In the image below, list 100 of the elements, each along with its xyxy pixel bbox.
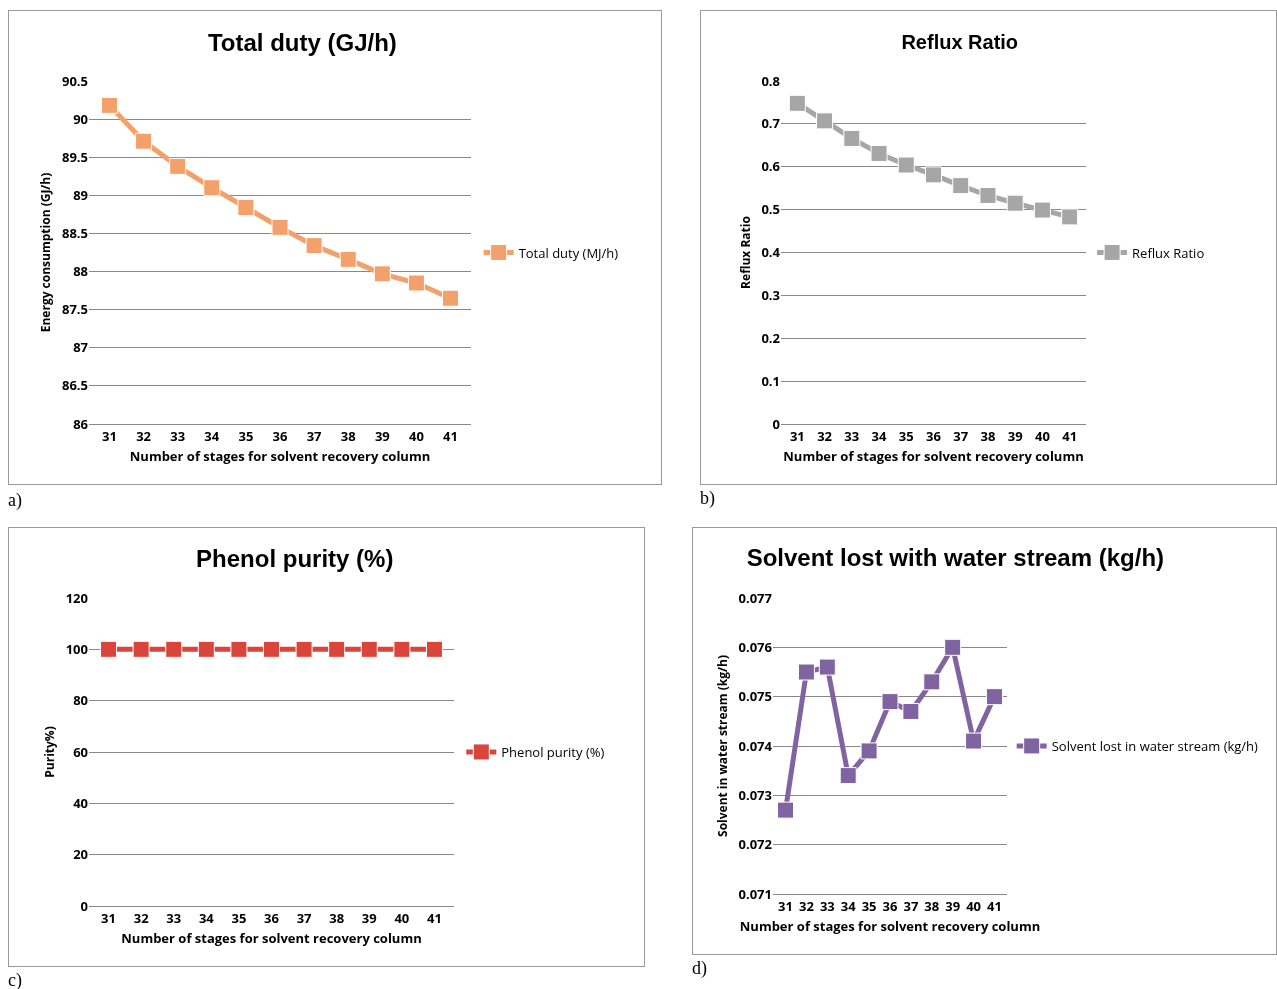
x-tick-label: 33 (170, 426, 186, 445)
point (373, 265, 391, 283)
x-tick-label: 33 (844, 426, 860, 445)
point (442, 289, 460, 307)
x-tick-label: 35 (238, 426, 254, 445)
point (305, 237, 323, 255)
point (965, 732, 983, 750)
x-tick-label: 31 (778, 896, 793, 915)
point (1033, 201, 1051, 219)
x-tick-label: 34 (871, 426, 888, 445)
x-tick-label: 36 (926, 426, 942, 445)
x-tick-label: 41 (443, 426, 458, 445)
y-tick-label: 90 (73, 109, 88, 128)
x-tick-label: 35 (231, 908, 247, 927)
y-tick-label: 88.5 (61, 223, 88, 242)
x-tick-label: 37 (953, 426, 969, 445)
point (985, 688, 1003, 706)
y-tick-label: 80 (73, 691, 88, 710)
point (839, 767, 857, 785)
y-tick-label: 87 (73, 338, 89, 357)
x-tick-label: 35 (861, 896, 877, 915)
chart-title: Solvent lost with water stream (kg/h) (746, 544, 1165, 572)
point (169, 157, 187, 175)
x-tick-label: 36 (882, 896, 898, 915)
point (902, 702, 920, 720)
point (816, 112, 834, 130)
point (897, 156, 915, 174)
y-tick-label: 90.5 (61, 71, 88, 90)
point (1006, 194, 1024, 212)
y-tick-label: 89.5 (61, 147, 88, 166)
text: d) (692, 958, 707, 979)
point (777, 801, 795, 819)
point (1061, 208, 1079, 226)
x-tick-label: 32 (798, 896, 815, 915)
y-tick-label: 0.075 (738, 687, 772, 706)
y-tick-label: 0.074 (738, 736, 773, 755)
y-tick-label: 60 (73, 742, 88, 761)
x-tick-label: 38 (924, 896, 940, 915)
y-tick-label: 40 (73, 793, 88, 812)
y-tick-label: 20 (73, 845, 88, 864)
x-tick-label: 32 (133, 908, 150, 927)
x-tick-label: 38 (329, 908, 345, 927)
point (925, 166, 942, 184)
legend-label: Phenol purity (%) (501, 743, 605, 762)
x-tick-label: 40 (394, 908, 410, 927)
x-tick-label: 39 (361, 908, 377, 927)
x-axis-title: Number of stages for solvent recovery column (129, 447, 431, 466)
y-tick-label: 0 (772, 414, 780, 433)
x-tick-label: 32 (136, 426, 152, 445)
x-tick-label: 41 (987, 896, 1002, 915)
x-axis-title: Number of stages for solvent recovery column (783, 447, 1084, 466)
point (100, 96, 118, 114)
y-axis-title: Purity%) (40, 726, 58, 778)
point (979, 186, 997, 204)
x-tick-label: 38 (980, 426, 996, 445)
y-axis-title: Energy consumption (GJ/h) (37, 172, 55, 333)
x-tick-label: 35 (898, 426, 914, 445)
x-tick-label: 34 (204, 426, 220, 445)
point (237, 199, 255, 217)
y-tick-label: 0 (80, 896, 88, 915)
x-tick-label: 31 (102, 426, 117, 445)
y-tick-label: 120 (65, 588, 88, 607)
y-tick-label: 0.073 (738, 785, 772, 804)
text: c) (8, 970, 22, 989)
point (135, 132, 153, 150)
x-tick-label: 39 (374, 426, 390, 445)
x-tick-label: 33 (819, 896, 835, 915)
y-tick-label: 0.1 (761, 371, 780, 390)
point (881, 693, 899, 711)
x-axis-title: Number of stages for solvent recovery column (121, 929, 422, 948)
x-tick-label: 39 (1007, 426, 1023, 445)
point (952, 177, 970, 195)
x-tick-label: 32 (817, 426, 833, 445)
x-tick-label: 37 (306, 426, 323, 445)
x-tick-label: 36 (272, 426, 288, 445)
x-tick-label: 34 (840, 896, 857, 915)
y-tick-label: 0.3 (761, 285, 780, 304)
y-tick-label: 88 (73, 262, 88, 281)
point (788, 94, 806, 112)
x-tick-label: 33 (166, 908, 182, 927)
x-tick-label: 34 (198, 908, 215, 927)
legend-label: Total duty (MJ/h) (518, 243, 619, 262)
point (818, 658, 836, 676)
point (860, 742, 878, 760)
y-tick-label: 0.077 (738, 588, 773, 607)
point (407, 274, 425, 292)
point (203, 179, 221, 197)
y-tick-label: 0.6 (761, 157, 781, 176)
y-tick-label: 87.5 (61, 300, 88, 319)
text: b) (700, 488, 715, 509)
chart-title: Total duty (GJ/h) (207, 29, 397, 57)
y-tick-label: 89 (73, 185, 88, 204)
y-tick-label: 0.7 (761, 114, 781, 133)
point (339, 250, 357, 268)
y-tick-label: 0.076 (738, 637, 773, 656)
y-tick-label: 0.4 (761, 243, 781, 262)
y-tick-label: 0.071 (738, 884, 772, 903)
x-tick-label: 40 (408, 426, 424, 445)
y-tick-label: 0.8 (761, 71, 780, 90)
x-tick-label: 40 (1034, 426, 1050, 445)
